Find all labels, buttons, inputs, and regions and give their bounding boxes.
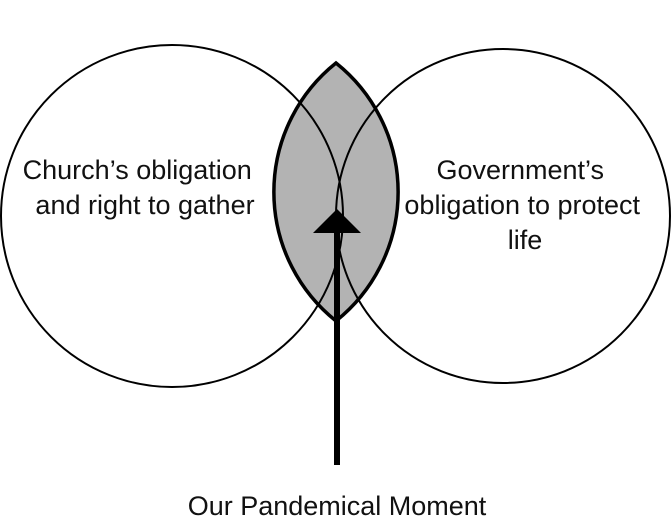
arrow-head bbox=[313, 209, 361, 233]
right-circle-label-line: life bbox=[508, 225, 543, 255]
diagram-caption: Our Pandemical Moment bbox=[188, 491, 487, 521]
arrow-up-icon bbox=[313, 209, 361, 465]
left-circle-label-line: Church’s obligation bbox=[23, 155, 252, 185]
right-circle-label-line: obligation to protect bbox=[404, 190, 640, 220]
left-circle-label-line: and right to gather bbox=[35, 190, 254, 220]
left-circle-label: Church’s obligation and right to gather bbox=[23, 155, 260, 220]
right-circle-label: Government’s obligation to protect life bbox=[404, 155, 647, 255]
right-circle-label-line: Government’s bbox=[436, 155, 604, 185]
